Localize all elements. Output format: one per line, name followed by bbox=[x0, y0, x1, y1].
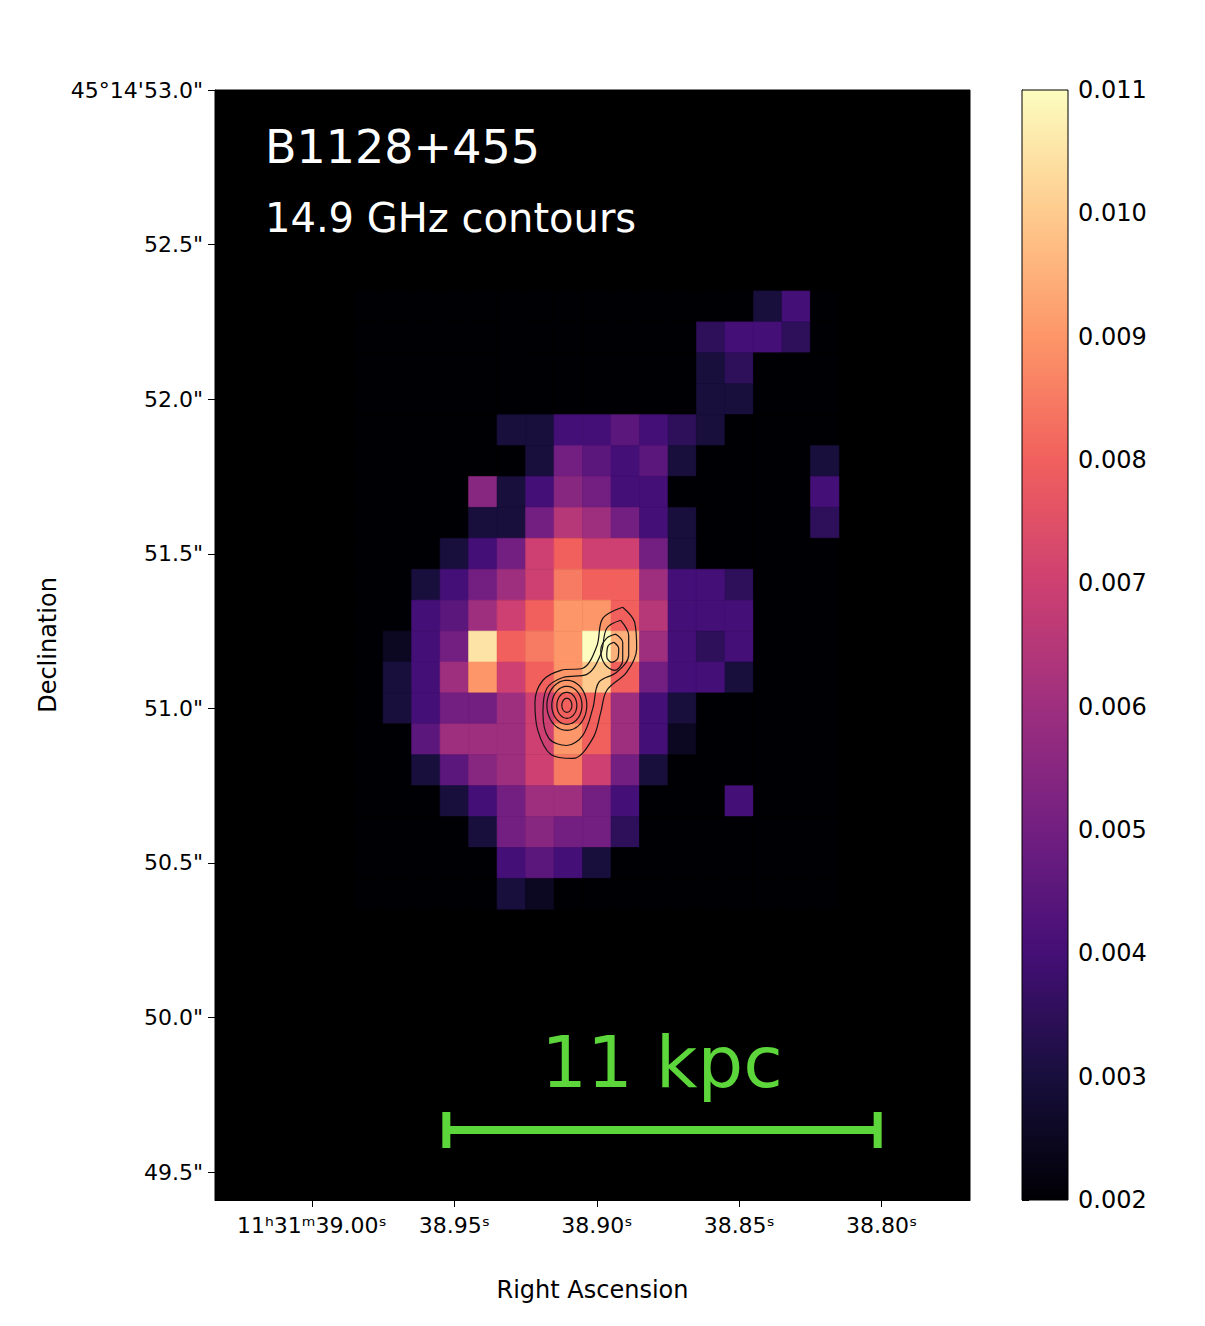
svg-text:52.0": 52.0" bbox=[144, 387, 203, 412]
svg-text:52.5": 52.5" bbox=[144, 232, 203, 257]
svg-text:11ʰ31ᵐ39.00ˢ: 11ʰ31ᵐ39.00ˢ bbox=[237, 1213, 387, 1238]
svg-text:0.005: 0.005 bbox=[1078, 816, 1147, 844]
svg-text:38.85ˢ: 38.85ˢ bbox=[704, 1213, 775, 1238]
svg-text:11 kpc: 11 kpc bbox=[541, 1020, 783, 1104]
svg-text:14.9 GHz contours: 14.9 GHz contours bbox=[265, 195, 636, 241]
svg-text:0.002: 0.002 bbox=[1078, 1186, 1147, 1214]
svg-text:0.010: 0.010 bbox=[1078, 199, 1147, 227]
svg-text:51.5": 51.5" bbox=[144, 541, 203, 566]
svg-text:Right Ascension: Right Ascension bbox=[497, 1276, 689, 1304]
svg-text:38.80ˢ: 38.80ˢ bbox=[846, 1213, 917, 1238]
svg-text:0.008: 0.008 bbox=[1078, 446, 1147, 474]
svg-text:49.5": 49.5" bbox=[144, 1160, 203, 1185]
svg-text:38.90ˢ: 38.90ˢ bbox=[561, 1213, 632, 1238]
svg-text:38.95ˢ: 38.95ˢ bbox=[419, 1213, 490, 1238]
svg-text:0.009: 0.009 bbox=[1078, 323, 1147, 351]
svg-text:51.0": 51.0" bbox=[144, 696, 203, 721]
svg-text:50.5": 50.5" bbox=[144, 850, 203, 875]
svg-text:0.004: 0.004 bbox=[1078, 939, 1147, 967]
svg-text:45°14'53.0": 45°14'53.0" bbox=[71, 78, 203, 103]
svg-text:B1128+455: B1128+455 bbox=[265, 120, 540, 174]
svg-text:50.0": 50.0" bbox=[144, 1005, 203, 1030]
svg-text:0.003: 0.003 bbox=[1078, 1063, 1147, 1091]
svg-text:0.011: 0.011 bbox=[1078, 76, 1147, 104]
svg-text:0.006: 0.006 bbox=[1078, 693, 1147, 721]
svg-text:0.007: 0.007 bbox=[1078, 569, 1147, 597]
svg-text:Declination: Declination bbox=[34, 577, 62, 713]
